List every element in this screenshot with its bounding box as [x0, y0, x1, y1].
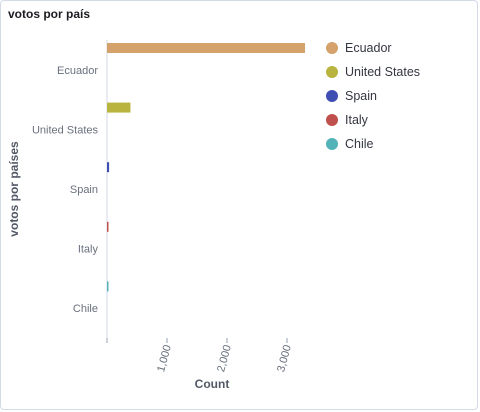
- bar-ecuador[interactable]: [107, 43, 305, 53]
- legend-item-united-states[interactable]: United States: [326, 60, 420, 84]
- x-axis-title: Count: [195, 377, 230, 391]
- legend-swatch: [326, 90, 338, 102]
- bar-chile[interactable]: [107, 281, 109, 292]
- legend-item-chile[interactable]: Chile: [326, 132, 420, 156]
- x-tick-label: 2,000: [215, 344, 234, 374]
- legend-item-italy[interactable]: Italy: [326, 108, 420, 132]
- legend-item-ecuador[interactable]: Ecuador: [326, 36, 420, 60]
- legend-label: Spain: [345, 89, 377, 103]
- y-tick-label: United States: [32, 124, 99, 136]
- x-tick-label: 3,000: [275, 344, 294, 374]
- legend-label: United States: [345, 65, 421, 79]
- legend-swatch: [326, 138, 338, 150]
- legend-label: Chile: [345, 137, 374, 151]
- legend-label: Ecuador: [345, 41, 392, 55]
- legend-item-spain[interactable]: Spain: [326, 84, 420, 108]
- bar-spain[interactable]: [107, 162, 110, 173]
- y-tick-label: Italy: [78, 244, 99, 256]
- legend: Ecuador United States Spain Italy Chile: [326, 36, 420, 156]
- y-tick-label: Ecuador: [57, 65, 98, 77]
- panel-title: votos por país: [8, 7, 91, 21]
- y-tick-label: Chile: [73, 303, 98, 315]
- y-axis-title: votos por países: [7, 141, 21, 237]
- legend-swatch: [326, 114, 338, 126]
- y-tick-label: Spain: [70, 184, 98, 196]
- legend-swatch: [326, 66, 338, 78]
- bar-italy[interactable]: [107, 221, 109, 232]
- x-tick-label: 1,000: [155, 344, 174, 374]
- bar-united-states[interactable]: [107, 102, 131, 113]
- legend-label: Italy: [345, 113, 368, 127]
- legend-swatch: [326, 42, 338, 54]
